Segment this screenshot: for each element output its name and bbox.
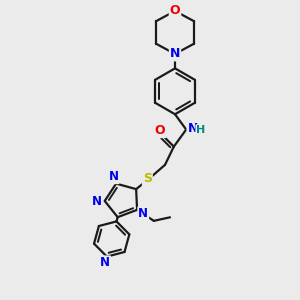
Text: N: N [170, 47, 180, 60]
Text: N: N [188, 122, 198, 135]
Text: H: H [196, 125, 206, 135]
Text: N: N [109, 170, 118, 183]
Text: N: N [138, 207, 148, 220]
Text: N: N [92, 195, 102, 208]
Text: O: O [170, 4, 180, 17]
Text: S: S [143, 172, 152, 185]
Text: N: N [100, 256, 110, 269]
Text: O: O [155, 124, 165, 137]
